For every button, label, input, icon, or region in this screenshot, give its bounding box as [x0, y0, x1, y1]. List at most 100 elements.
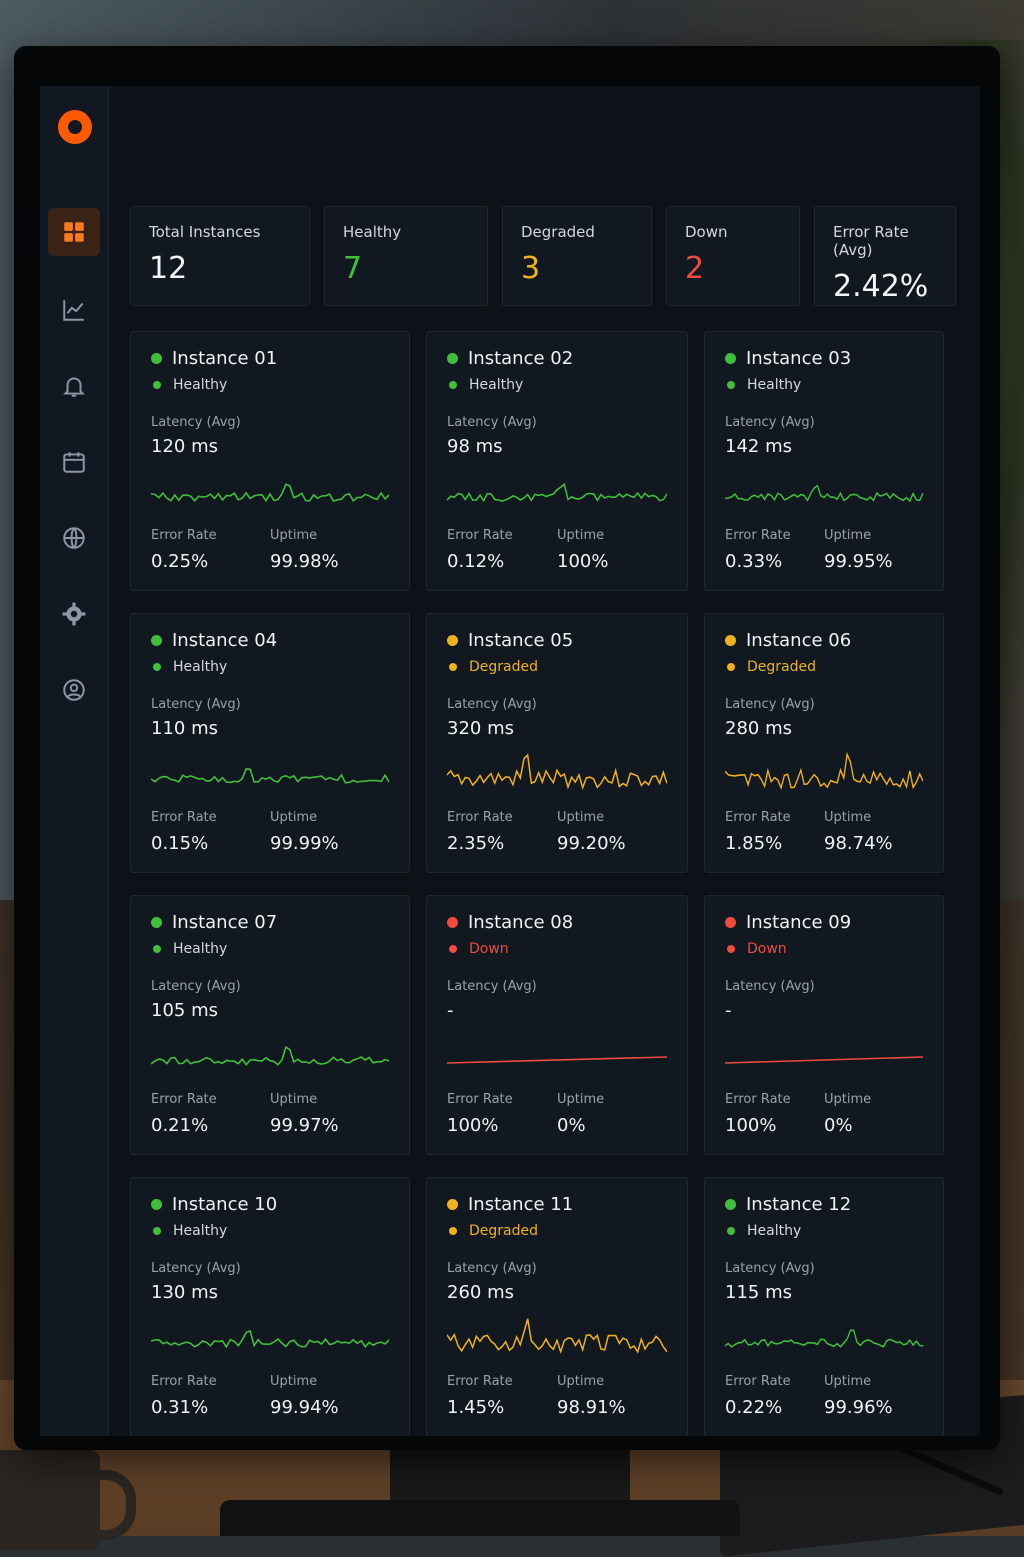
status-row: Healthy [151, 659, 389, 675]
nav-item-settings[interactable] [48, 590, 100, 638]
nav-item-calendar[interactable] [48, 438, 100, 486]
uptime-label: Uptime [557, 528, 605, 543]
summary-value: 2.42% [833, 269, 929, 304]
error-rate-value: 0.12% [447, 551, 505, 572]
latency-sparkline [151, 483, 389, 503]
summary-total-instances: Total Instances 12 [130, 206, 310, 306]
status-row: Healthy [151, 941, 389, 957]
latency-sparkline [151, 1045, 389, 1066]
status-badge: Degraded [469, 1223, 539, 1239]
latency-label: Latency (Avg) [151, 415, 241, 430]
uptime-label: Uptime [824, 810, 872, 825]
instance-card-08[interactable]: Instance 08 Down Latency (Avg) - Error R… [426, 895, 688, 1155]
uptime-metric: Uptime 99.95% [824, 528, 923, 572]
error-rate-label: Error Rate [447, 1092, 513, 1107]
latency-label: Latency (Avg) [151, 979, 241, 994]
latency-sparkline [725, 484, 923, 503]
uptime-metric: Uptime 99.20% [557, 810, 667, 854]
nav-item-analytics[interactable] [48, 286, 100, 334]
status-small-dot-icon [449, 381, 457, 389]
card-metrics: Error Rate 0.33% Uptime 99.95% [725, 528, 923, 572]
card-metrics: Error Rate 1.45% Uptime 98.91% [447, 1374, 667, 1418]
instance-card-11[interactable]: Instance 11 Degraded Latency (Avg) 260 m… [426, 1177, 688, 1436]
app-logo[interactable] [58, 110, 92, 144]
card-header: Instance 03 [725, 348, 923, 369]
bell-icon [62, 377, 86, 397]
instance-card-06[interactable]: Instance 06 Degraded Latency (Avg) 280 m… [704, 613, 944, 873]
error-rate-label: Error Rate [725, 1092, 791, 1107]
instance-card-12[interactable]: Instance 12 Healthy Latency (Avg) 115 ms… [704, 1177, 944, 1436]
status-dot-icon [151, 635, 162, 646]
uptime-metric: Uptime 100% [557, 528, 667, 572]
latency-label: Latency (Avg) [447, 415, 537, 430]
monitor: Total Instances 12 Healthy 7 Degraded 3 … [14, 46, 1000, 1450]
uptime-metric: Uptime 98.74% [824, 810, 923, 854]
status-badge: Degraded [747, 659, 817, 675]
latency-label: Latency (Avg) [725, 1261, 815, 1276]
uptime-value: 99.99% [270, 833, 339, 854]
instance-name: Instance 08 [468, 912, 574, 933]
instance-card-07[interactable]: Instance 07 Healthy Latency (Avg) 105 ms… [130, 895, 410, 1155]
card-header: Instance 07 [151, 912, 389, 933]
status-small-dot-icon [153, 663, 161, 671]
latency-value: 260 ms [447, 1282, 514, 1303]
status-dot-icon [151, 917, 162, 928]
sidebar [40, 86, 109, 1436]
status-small-dot-icon [153, 945, 161, 953]
card-metrics: Error Rate 1.85% Uptime 98.74% [725, 810, 923, 854]
uptime-metric: Uptime 0% [557, 1092, 667, 1136]
latency-label: Latency (Avg) [725, 415, 815, 430]
error-rate-label: Error Rate [151, 1092, 217, 1107]
summary-label: Total Instances [149, 223, 261, 241]
uptime-label: Uptime [270, 1374, 318, 1389]
card-metrics: Error Rate 100% Uptime 0% [447, 1092, 667, 1136]
summary-degraded: Degraded 3 [502, 206, 652, 306]
card-header: Instance 08 [447, 912, 667, 933]
uptime-value: 99.97% [270, 1115, 339, 1136]
latency-label: Latency (Avg) [447, 1261, 537, 1276]
error-rate-label: Error Rate [447, 528, 513, 543]
error-rate-value: 0.21% [151, 1115, 209, 1136]
instance-name: Instance 09 [746, 912, 852, 933]
card-header: Instance 06 [725, 630, 923, 651]
latency-sparkline [725, 751, 923, 791]
instance-card-02[interactable]: Instance 02 Healthy Latency (Avg) 98 ms … [426, 331, 688, 591]
sparkline-path [725, 1056, 923, 1064]
sparkline-path [151, 1329, 389, 1349]
status-row: Degraded [447, 659, 667, 675]
card-header: Instance 04 [151, 630, 389, 651]
card-header: Instance 02 [447, 348, 667, 369]
instance-card-09[interactable]: Instance 09 Down Latency (Avg) - Error R… [704, 895, 944, 1155]
latency-label: Latency (Avg) [447, 979, 537, 994]
nav-item-alerts[interactable] [48, 362, 100, 410]
card-header: Instance 11 [447, 1194, 667, 1215]
status-small-dot-icon [727, 381, 735, 389]
summary-label: Down [685, 223, 728, 241]
uptime-value: 98.74% [824, 833, 893, 854]
instance-name: Instance 07 [172, 912, 278, 933]
summary-row: Total Instances 12 Healthy 7 Degraded 3 … [130, 206, 956, 316]
uptime-value: 98.91% [557, 1397, 626, 1418]
sparkline-path [151, 1045, 389, 1066]
status-dot-icon [725, 635, 736, 646]
nav-item-dashboard[interactable] [48, 208, 100, 256]
nav-item-network[interactable] [48, 514, 100, 562]
nav-item-profile[interactable] [48, 666, 100, 714]
instance-card-04[interactable]: Instance 04 Healthy Latency (Avg) 110 ms… [130, 613, 410, 873]
latency-value: - [725, 1000, 732, 1021]
sparkline-path [725, 1329, 923, 1348]
instance-card-03[interactable]: Instance 03 Healthy Latency (Avg) 142 ms… [704, 331, 944, 591]
main-content: Total Instances 12 Healthy 7 Degraded 3 … [130, 86, 970, 1436]
uptime-metric: Uptime 0% [824, 1092, 923, 1136]
instance-card-01[interactable]: Instance 01 Healthy Latency (Avg) 120 ms… [130, 331, 410, 591]
uptime-label: Uptime [557, 1374, 605, 1389]
error-rate-value: 1.45% [447, 1397, 505, 1418]
instance-card-05[interactable]: Instance 05 Degraded Latency (Avg) 320 m… [426, 613, 688, 873]
card-metrics: Error Rate 0.21% Uptime 99.97% [151, 1092, 389, 1136]
uptime-label: Uptime [824, 528, 872, 543]
instance-card-10[interactable]: Instance 10 Healthy Latency (Avg) 130 ms… [130, 1177, 410, 1436]
dashboard-screen: Total Instances 12 Healthy 7 Degraded 3 … [40, 86, 980, 1436]
latency-value: 130 ms [151, 1282, 218, 1303]
error-rate-value: 0.22% [725, 1397, 783, 1418]
card-header: Instance 09 [725, 912, 923, 933]
